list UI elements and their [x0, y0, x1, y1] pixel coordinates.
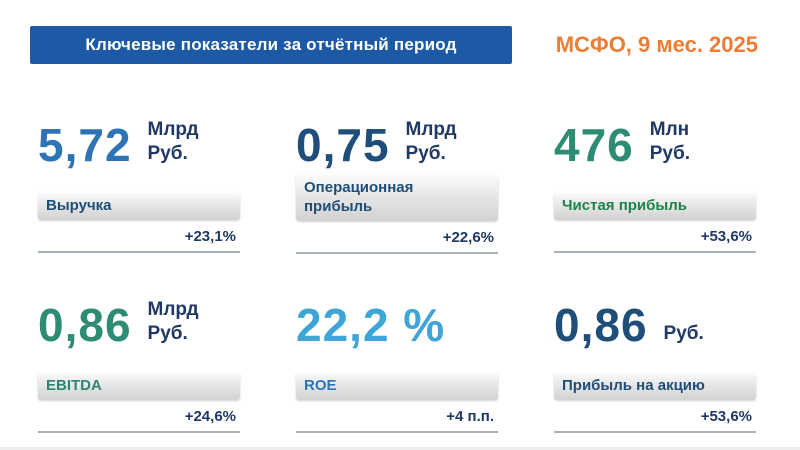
header: Ключевые показатели за отчётный период М…	[0, 0, 800, 64]
kpi-card-roe: 22,2 % ROE +4 п.п.	[296, 290, 498, 433]
kpi-label-area: Операционная прибыль	[296, 174, 498, 221]
kpi-label: Выручка	[38, 192, 240, 220]
kpi-change: +22,6%	[442, 229, 494, 246]
kpi-card-ebitda: 0,86 Млрд Руб. EBITDA +24,6%	[38, 290, 240, 433]
kpi-label: ROE	[296, 372, 498, 400]
page-title: Ключевые показатели за отчётный период	[30, 26, 512, 64]
kpi-value: 0,75	[296, 119, 390, 171]
kpi-value: 0,86	[554, 299, 648, 351]
kpi-change: +24,6%	[184, 408, 236, 425]
kpi-value-row: 0,86 Руб.	[554, 290, 756, 348]
report-period: МСФО, 9 мес. 2025	[555, 32, 758, 57]
kpi-unit: Млрд Руб.	[147, 299, 199, 344]
kpi-card-net-profit: 476 Млн Руб. Чистая прибыль +53,6%	[554, 110, 756, 254]
kpi-value-row: 0,75 Млрд Руб.	[296, 110, 498, 168]
kpi-label: EBITDA	[38, 372, 240, 400]
kpi-label-area: Выручка	[38, 174, 240, 220]
kpi-value-row: 476 Млн Руб.	[554, 110, 756, 168]
kpi-change-row: +24,6%	[38, 406, 240, 433]
kpi-change: +4 п.п.	[446, 408, 494, 425]
kpi-change-row: +53,6%	[554, 226, 756, 253]
kpi-label: Чистая прибыль	[554, 192, 756, 220]
kpi-change: +23,1%	[184, 228, 236, 245]
kpi-unit: Млрд Руб.	[405, 119, 457, 164]
kpi-value-row: 0,86 Млрд Руб.	[38, 290, 240, 348]
kpi-value: 476	[554, 119, 634, 171]
kpi-unit: Млрд Руб.	[147, 119, 199, 164]
kpi-label: Операционная прибыль	[296, 174, 498, 221]
kpi-label-area: ROE	[296, 354, 498, 400]
kpi-card-eps: 0,86 Руб. Прибыль на акцию +53,6%	[554, 290, 756, 433]
kpi-label-area: EBITDA	[38, 354, 240, 400]
kpi-grid: 5,72 Млрд Руб. Выручка +23,1% 0,75 Млрд …	[0, 64, 800, 433]
kpi-label: Прибыль на акцию	[554, 372, 756, 400]
kpi-label-area: Прибыль на акцию	[554, 354, 756, 400]
kpi-unit: Млн Руб.	[649, 119, 691, 164]
kpi-change-row: +22,6%	[296, 227, 498, 254]
kpi-value-row: 5,72 Млрд Руб.	[38, 110, 240, 168]
kpi-change-row: +53,6%	[554, 406, 756, 433]
kpi-change-row: +4 п.п.	[296, 406, 498, 433]
kpi-unit: Руб.	[663, 323, 704, 344]
kpi-value: 5,72	[38, 119, 132, 171]
kpi-card-revenue: 5,72 Млрд Руб. Выручка +23,1%	[38, 110, 240, 254]
kpi-label-area: Чистая прибыль	[554, 174, 756, 220]
kpi-change: +53,6%	[700, 228, 752, 245]
kpi-value: 22,2 %	[296, 299, 446, 351]
kpi-change: +53,6%	[700, 408, 752, 425]
kpi-change-row: +23,1%	[38, 226, 240, 253]
kpi-value: 0,86	[38, 299, 132, 351]
kpi-value-row: 22,2 %	[296, 290, 498, 348]
kpi-card-operating-profit: 0,75 Млрд Руб. Операционная прибыль +22,…	[296, 110, 498, 254]
